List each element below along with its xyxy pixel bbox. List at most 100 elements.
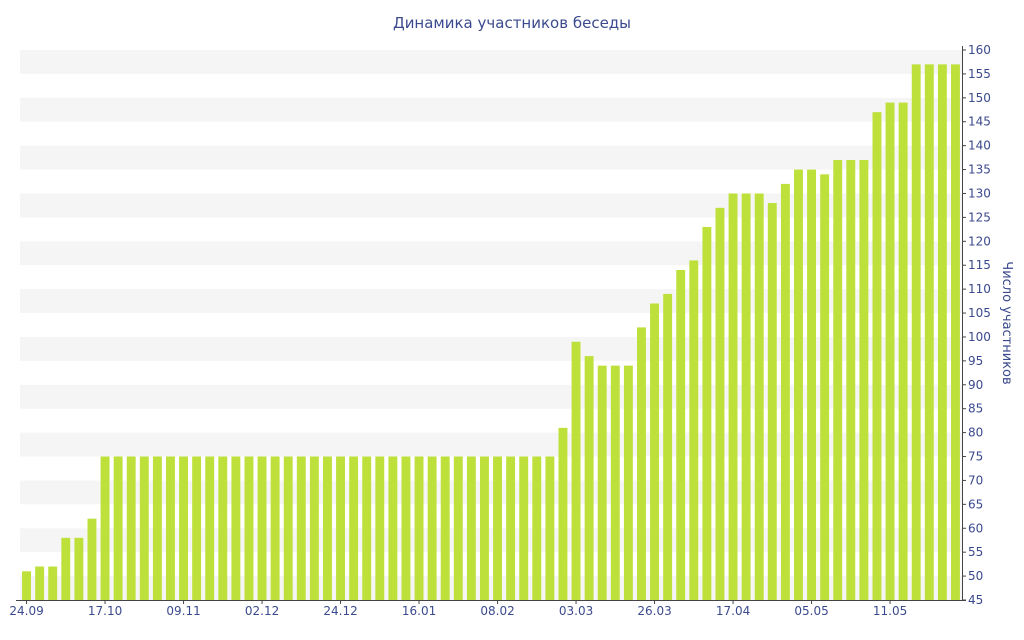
x-tick-label: 24.09	[9, 604, 43, 618]
x-tick-label: 24.12	[323, 604, 357, 618]
bar	[257, 456, 267, 600]
bar	[323, 456, 332, 600]
bar	[61, 537, 71, 600]
bar	[270, 456, 280, 600]
y-tick-label: 150	[968, 91, 991, 105]
x-tick-label: 17.04	[716, 604, 750, 618]
bar	[35, 566, 45, 600]
bar	[192, 456, 202, 600]
y-tick-label: 105	[968, 306, 991, 320]
bar	[911, 64, 921, 601]
bar	[480, 456, 489, 600]
grid-band	[20, 193, 962, 218]
x-tick-labels: 24.09 17.10 09.11 02.12 24.12 16.01 08.02 03.03…	[9, 600, 907, 618]
bar	[741, 193, 751, 601]
y-tick-label: 60	[968, 521, 983, 535]
bar	[637, 327, 646, 600]
bar	[87, 518, 97, 600]
bar	[532, 456, 542, 600]
bar	[74, 537, 84, 600]
x-tick-label: 11.05	[873, 604, 907, 618]
y-tick-label: 110	[968, 282, 991, 296]
chart-title: Динамика участников беседы	[392, 14, 632, 32]
y-tick-label: 80	[968, 426, 983, 440]
y-axis-label: Число участников	[999, 261, 1014, 384]
bar	[244, 456, 254, 600]
bar	[702, 226, 712, 600]
bar	[610, 365, 620, 600]
bar	[375, 456, 385, 600]
bar	[571, 341, 581, 600]
bar	[309, 456, 319, 600]
y-tick-label: 50	[968, 569, 983, 583]
x-tick-label: 02.12	[245, 604, 279, 618]
bar	[231, 456, 241, 600]
y-tick-label: 135	[968, 163, 991, 177]
bar	[506, 456, 516, 600]
bar	[558, 427, 568, 600]
bar	[951, 64, 960, 601]
bar	[218, 456, 228, 600]
y-tick-label: 45	[968, 593, 983, 607]
bar	[623, 365, 633, 600]
y-tick-label: 145	[968, 115, 991, 129]
bar	[728, 193, 738, 601]
bar	[440, 456, 450, 600]
y-tick-label: 130	[968, 186, 991, 200]
grid-band	[20, 145, 962, 170]
bar	[820, 174, 830, 600]
x-tick-label: 09.11	[166, 604, 200, 618]
bar	[296, 456, 306, 600]
bar	[767, 203, 777, 601]
bar	[453, 456, 463, 600]
x-tick-label: 16.01	[402, 604, 436, 618]
bar	[466, 456, 476, 600]
grid-band	[20, 336, 962, 361]
bar	[179, 456, 188, 600]
bar	[349, 456, 359, 600]
bar	[283, 456, 293, 600]
x-tick-label: 08.02	[480, 604, 514, 618]
y-tick-label: 120	[968, 234, 991, 248]
bar	[676, 270, 686, 600]
grid-band	[20, 576, 962, 600]
bar	[794, 169, 803, 600]
grid-band	[20, 432, 962, 457]
bar	[898, 102, 908, 601]
grid-band	[20, 97, 962, 122]
grid-bands	[20, 50, 962, 600]
y-tick-label: 160	[968, 43, 991, 57]
y-tick-label: 55	[968, 545, 983, 559]
grid-band	[20, 241, 962, 266]
x-tick-label: 17.10	[88, 604, 122, 618]
bar	[846, 160, 856, 600]
bar	[166, 456, 175, 600]
bar	[650, 303, 659, 600]
bar	[126, 456, 136, 600]
bar	[152, 456, 162, 600]
y-tick-label: 155	[968, 67, 991, 81]
bar	[48, 566, 58, 600]
y-tick-label: 70	[968, 473, 983, 487]
bars	[22, 64, 960, 601]
bar	[872, 112, 882, 601]
x-tick-label: 26.03	[637, 604, 671, 618]
bar	[427, 456, 437, 600]
bar	[388, 456, 398, 600]
bar	[493, 456, 502, 600]
bar	[807, 169, 816, 600]
grid-band	[20, 289, 962, 314]
grid-band	[20, 480, 962, 505]
bar	[113, 456, 123, 600]
x-tick-label: 03.03	[559, 604, 593, 618]
bar	[715, 207, 725, 600]
bar	[139, 456, 149, 600]
bar	[689, 260, 699, 600]
grid-band	[20, 384, 962, 409]
grid-band	[20, 528, 962, 553]
bar	[924, 64, 934, 601]
y-tick-label: 115	[968, 258, 991, 272]
bar	[597, 365, 607, 600]
